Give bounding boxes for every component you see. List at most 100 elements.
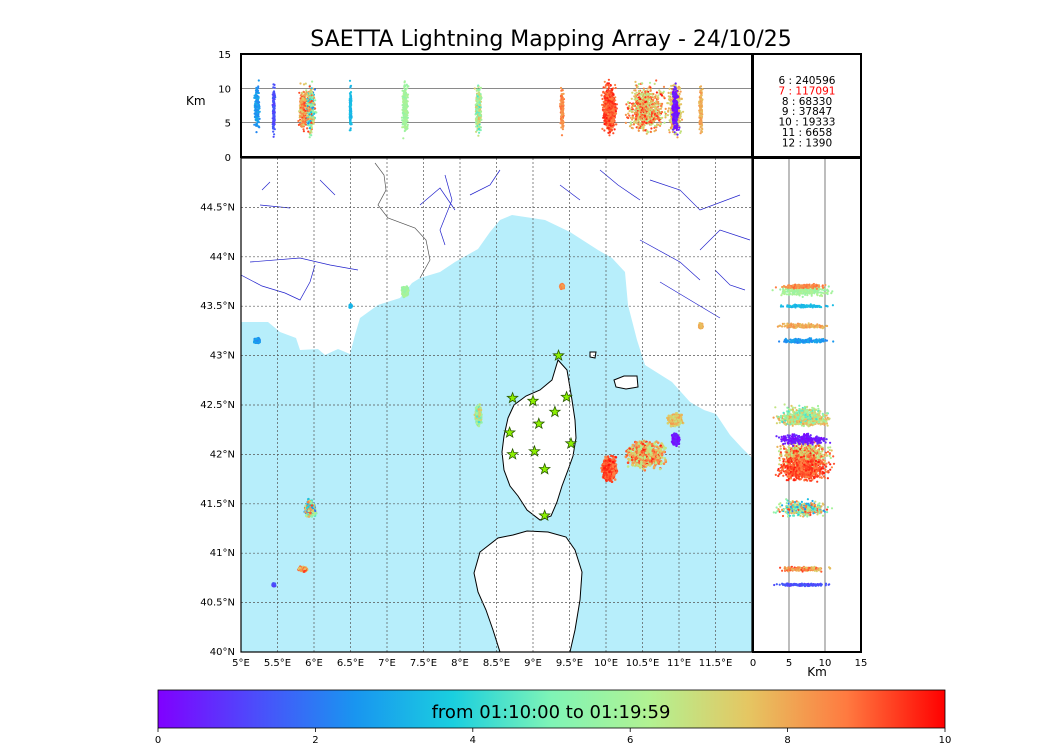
y-tick-label: 41.5°N xyxy=(200,499,235,510)
lightning-cluster-height xyxy=(400,80,410,140)
y-tick-label: 44°N xyxy=(210,252,235,263)
height-tick-label: 0 xyxy=(750,658,756,669)
lightning-cluster-height xyxy=(271,83,277,138)
station-count-row: 11 : 6658 xyxy=(782,127,832,139)
lightning-cluster-height xyxy=(779,565,832,573)
lightning-cluster-height xyxy=(348,79,353,132)
colorbar-tick-label: 2 xyxy=(312,735,318,746)
chart-title: SAETTA Lightning Mapping Array - 24/10/2… xyxy=(310,27,791,52)
y-tick-label: 42°N xyxy=(210,449,235,460)
colorbar-tick-label: 4 xyxy=(470,735,476,746)
station-star xyxy=(560,390,573,403)
colorbar-tick-label: 0 xyxy=(155,735,161,746)
river-lines xyxy=(241,169,751,319)
height-tick-label: 15 xyxy=(855,658,868,669)
lightning-cluster-height xyxy=(778,337,835,344)
y-tick-label: 42.5°N xyxy=(200,400,235,411)
x-tick-label: 7.5°E xyxy=(410,658,437,669)
lightning-cluster-height xyxy=(559,86,566,137)
station-star xyxy=(526,394,540,407)
capraia-island xyxy=(589,351,597,359)
x-tick-label: 7°E xyxy=(378,658,396,669)
lightning-cluster xyxy=(400,285,410,299)
x-tick-label: 5°E xyxy=(232,658,250,669)
x-tick-label: 8°E xyxy=(451,658,469,669)
lightning-cluster-height xyxy=(774,282,827,290)
height-tick-label: 10 xyxy=(819,658,832,669)
station-star xyxy=(548,405,562,418)
y-tick-label: 40°N xyxy=(210,647,235,658)
colorbar-gradient xyxy=(157,689,946,729)
x-tick-label: 5.5°E xyxy=(264,658,291,669)
lightning-cluster-height xyxy=(774,403,829,428)
lightning-cluster-height xyxy=(775,432,832,447)
station-count-row: 6 : 240596 xyxy=(779,75,836,87)
lightning-cluster-height xyxy=(253,79,261,134)
x-tick-label: 6.5°E xyxy=(337,658,364,669)
colorbar-tick-label: 8 xyxy=(784,735,790,746)
station-star xyxy=(528,444,541,457)
height-tick-label: 15 xyxy=(218,50,231,61)
station-star xyxy=(532,417,546,430)
lightning-cluster xyxy=(473,403,483,428)
station-count-row: 9 : 37847 xyxy=(782,106,832,118)
station-star xyxy=(552,348,565,361)
x-tick-label: 6°E xyxy=(305,658,323,669)
lightning-cluster-height xyxy=(773,582,831,588)
station-count-row: 10 : 19333 xyxy=(779,117,836,129)
lightning-cluster xyxy=(600,454,619,484)
x-tick-label: 8.5°E xyxy=(483,658,510,669)
x-tick-label: 10°E xyxy=(594,658,618,669)
y-tick-label: 43.5°N xyxy=(200,301,235,312)
y-tick-label: 43°N xyxy=(210,351,235,362)
lightning-cluster xyxy=(303,497,318,518)
lightning-cluster xyxy=(297,565,309,573)
sea-area xyxy=(241,215,752,652)
lightning-cluster-height xyxy=(297,82,309,133)
station-star xyxy=(564,436,578,449)
station-count-row: 8 : 68330 xyxy=(782,96,832,108)
lightning-cluster xyxy=(666,412,685,428)
station-star xyxy=(506,447,519,460)
lightning-cluster-height xyxy=(779,303,835,309)
x-tick-label: 11°E xyxy=(667,658,691,669)
lightning-cluster xyxy=(348,303,354,309)
height-tick-label: 5 xyxy=(786,658,792,669)
lightning-cluster xyxy=(253,336,262,345)
colorbar-tick-label: 10 xyxy=(939,735,952,746)
y-tick-label: 41°N xyxy=(210,548,235,559)
time-colorbar: from 01:10:00 to 01:19:59 0 2 4 6 8 10 xyxy=(155,689,952,746)
lightning-cluster xyxy=(271,582,277,588)
x-tick-label: 9°E xyxy=(524,658,542,669)
y-tick-label: 44.5°N xyxy=(200,202,235,213)
y-tick-label: 40.5°N xyxy=(200,598,235,609)
lightning-cluster-height xyxy=(671,82,681,136)
sardinia-island xyxy=(473,530,583,652)
lightning-cluster xyxy=(624,439,668,472)
map-panel: 5°E 5.5°E 6°E 6.5°E 7°E 7.5°E 8°E 8.5°E 9°E 9.5°E… xyxy=(200,157,753,669)
corsica-island xyxy=(501,359,577,521)
x-tick-label: 11.5°E xyxy=(699,658,733,669)
station-star xyxy=(503,426,516,439)
height-tick-label: 10 xyxy=(218,84,231,95)
lightning-cluster-height xyxy=(774,454,836,483)
lightning-cluster xyxy=(670,432,681,448)
x-tick-label: 10.5°E xyxy=(626,658,660,669)
station-star xyxy=(538,462,552,475)
height-tick-label: 0 xyxy=(225,153,231,164)
station-count-row: 7 : 117091 xyxy=(779,85,836,97)
colorbar-tick-label: 6 xyxy=(627,735,633,746)
station-count-row: 12 : 1390 xyxy=(782,137,832,149)
right-panel-xlabel: Km xyxy=(807,665,827,679)
x-tick-label: 9.5°E xyxy=(556,658,583,669)
colorbar-label: from 01:10:00 to 01:19:59 xyxy=(432,702,671,723)
elba-island xyxy=(613,375,639,390)
lightning-cluster xyxy=(558,282,566,291)
longitude-height-panel: 0 5 10 15 Km xyxy=(186,50,753,164)
lightning-cluster-height xyxy=(776,322,829,330)
height-tick-label: 5 xyxy=(225,119,231,130)
station-star xyxy=(506,391,519,404)
top-panel-ylabel: Km xyxy=(186,94,206,108)
